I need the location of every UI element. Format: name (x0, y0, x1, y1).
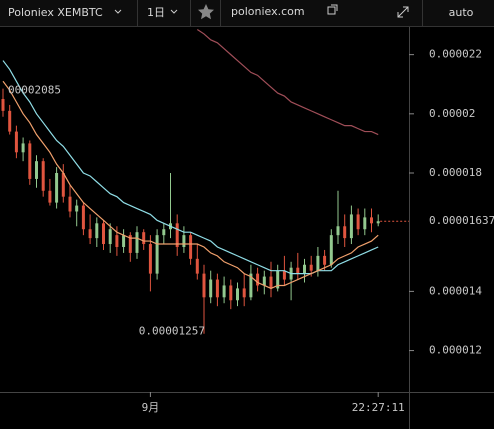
toolbar: Poloniex XEMBTC 1日 poloniex.com auto (0, 0, 494, 27)
candle-body (41, 161, 45, 191)
candle-body (249, 273, 253, 298)
candle-body (81, 205, 85, 230)
candle-body (296, 267, 300, 274)
candle-body (14, 131, 18, 153)
candle-body (262, 276, 266, 286)
candle-body (376, 221, 380, 224)
candle-body (88, 229, 92, 239)
y-tick-label: 0.00002 (429, 107, 475, 120)
candle-body (343, 226, 347, 239)
candle-body (209, 279, 213, 298)
candle-body (8, 110, 12, 132)
site-link[interactable]: poloniex.com (231, 5, 305, 18)
candle-body (303, 264, 306, 274)
candle-body (269, 276, 273, 289)
candle-body (236, 288, 239, 301)
fullscreen-icon[interactable] (397, 6, 409, 18)
low-label: 0.00001257 (139, 325, 205, 338)
symbol[interactable]: Poloniex XEMBTC (8, 6, 103, 19)
candle-body (189, 235, 193, 259)
candle-body (55, 173, 59, 203)
last-price-label: 0.00001637 (429, 214, 494, 227)
scale-mode[interactable]: auto (449, 6, 474, 19)
candle-body (135, 232, 139, 253)
candle-body (256, 273, 260, 286)
candle-body (95, 223, 99, 239)
interval[interactable]: 1日 (147, 6, 165, 19)
chevron (170, 9, 178, 14)
popout-icon[interactable] (327, 4, 338, 15)
candle-body (102, 223, 105, 245)
candle-body (323, 255, 327, 265)
candle-body (162, 229, 166, 236)
toolbar-bg (0, 0, 494, 26)
candle-body (155, 235, 159, 274)
candle-body (370, 217, 373, 224)
candle-body (229, 285, 233, 301)
high-label: 00002085 (8, 84, 61, 97)
y-tick-label: 0.000012 (429, 344, 482, 357)
candle-body (316, 255, 320, 271)
y-tick-label: 0.000018 (429, 166, 482, 179)
moving-average (196, 28, 379, 136)
candle-body (222, 285, 226, 298)
candle-body (28, 143, 32, 179)
y-tick-label: 0.000014 (429, 284, 482, 297)
candle-body (108, 229, 112, 245)
candle-body (195, 258, 199, 274)
candle-body (349, 214, 353, 239)
candle-body (329, 235, 333, 265)
candle-body (182, 235, 186, 247)
star-icon[interactable] (198, 4, 214, 20)
candle-body (148, 244, 152, 274)
candle-body (35, 161, 38, 179)
candle-body (356, 214, 360, 230)
x-tick-label: 22:27:11 (352, 401, 405, 414)
chevron (114, 9, 122, 14)
candle-body (336, 226, 340, 236)
candle-body (309, 264, 313, 271)
candle-body (215, 279, 219, 298)
candle-body (242, 288, 246, 298)
moving-average (2, 80, 379, 290)
x-tick-label: 9月 (142, 401, 160, 414)
y-tick-label: 0.000022 (429, 48, 482, 61)
candle-body (128, 235, 132, 253)
candle-body (115, 235, 119, 247)
candle-body (175, 223, 179, 247)
candle-body (68, 196, 72, 212)
candle-body (282, 270, 286, 280)
last-price-bg (410, 213, 494, 230)
candle-body (61, 173, 65, 197)
candle-body (202, 273, 206, 298)
candle-body (48, 190, 52, 203)
candle-body (1, 99, 5, 111)
candle-body (122, 235, 126, 247)
candle-body (142, 232, 146, 245)
candle-body (276, 270, 280, 289)
candle-body (363, 217, 367, 230)
candle-body (75, 205, 79, 212)
candle-body (21, 143, 25, 153)
